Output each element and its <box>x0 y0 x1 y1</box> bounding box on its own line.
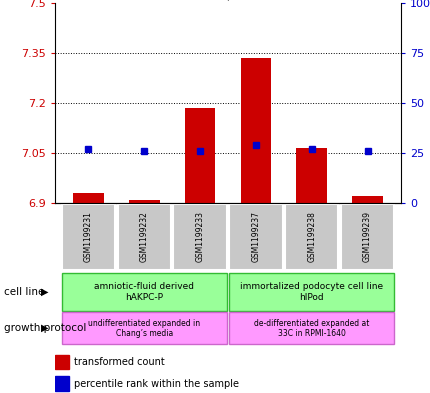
FancyBboxPatch shape <box>61 312 226 344</box>
Text: amniotic-fluid derived
hAKPC-P: amniotic-fluid derived hAKPC-P <box>94 282 194 302</box>
Bar <box>296 148 326 203</box>
Text: GSM1199233: GSM1199233 <box>195 211 204 263</box>
Text: GSM1199232: GSM1199232 <box>139 211 148 263</box>
Bar <box>55 354 69 369</box>
Text: ▶: ▶ <box>41 287 49 297</box>
Bar <box>55 376 69 391</box>
Bar <box>240 58 270 203</box>
Text: GSM1199239: GSM1199239 <box>362 211 371 263</box>
Bar <box>73 193 104 203</box>
FancyBboxPatch shape <box>173 204 226 270</box>
Text: growth protocol: growth protocol <box>4 323 86 333</box>
FancyBboxPatch shape <box>117 204 171 270</box>
Text: immortalized podocyte cell line
hIPod: immortalized podocyte cell line hIPod <box>240 282 382 302</box>
Text: de-differentiated expanded at
33C in RPMI-1640: de-differentiated expanded at 33C in RPM… <box>253 319 369 338</box>
Text: GSM1199237: GSM1199237 <box>251 211 260 263</box>
Title: GDS5080 / 7949873: GDS5080 / 7949873 <box>157 0 298 2</box>
Bar <box>351 196 382 203</box>
FancyBboxPatch shape <box>229 273 393 311</box>
FancyBboxPatch shape <box>340 204 393 270</box>
Text: cell line: cell line <box>4 287 45 297</box>
FancyBboxPatch shape <box>284 204 338 270</box>
Text: undifferentiated expanded in
Chang’s media: undifferentiated expanded in Chang’s med… <box>88 319 200 338</box>
Bar <box>129 200 159 203</box>
FancyBboxPatch shape <box>61 204 115 270</box>
Text: transformed count: transformed count <box>74 357 164 367</box>
Bar <box>184 108 215 203</box>
Text: GSM1199238: GSM1199238 <box>307 211 316 263</box>
FancyBboxPatch shape <box>61 273 226 311</box>
FancyBboxPatch shape <box>229 312 393 344</box>
Text: percentile rank within the sample: percentile rank within the sample <box>74 378 239 389</box>
Text: GSM1199231: GSM1199231 <box>84 211 93 263</box>
FancyBboxPatch shape <box>229 204 282 270</box>
Text: ▶: ▶ <box>41 323 49 333</box>
